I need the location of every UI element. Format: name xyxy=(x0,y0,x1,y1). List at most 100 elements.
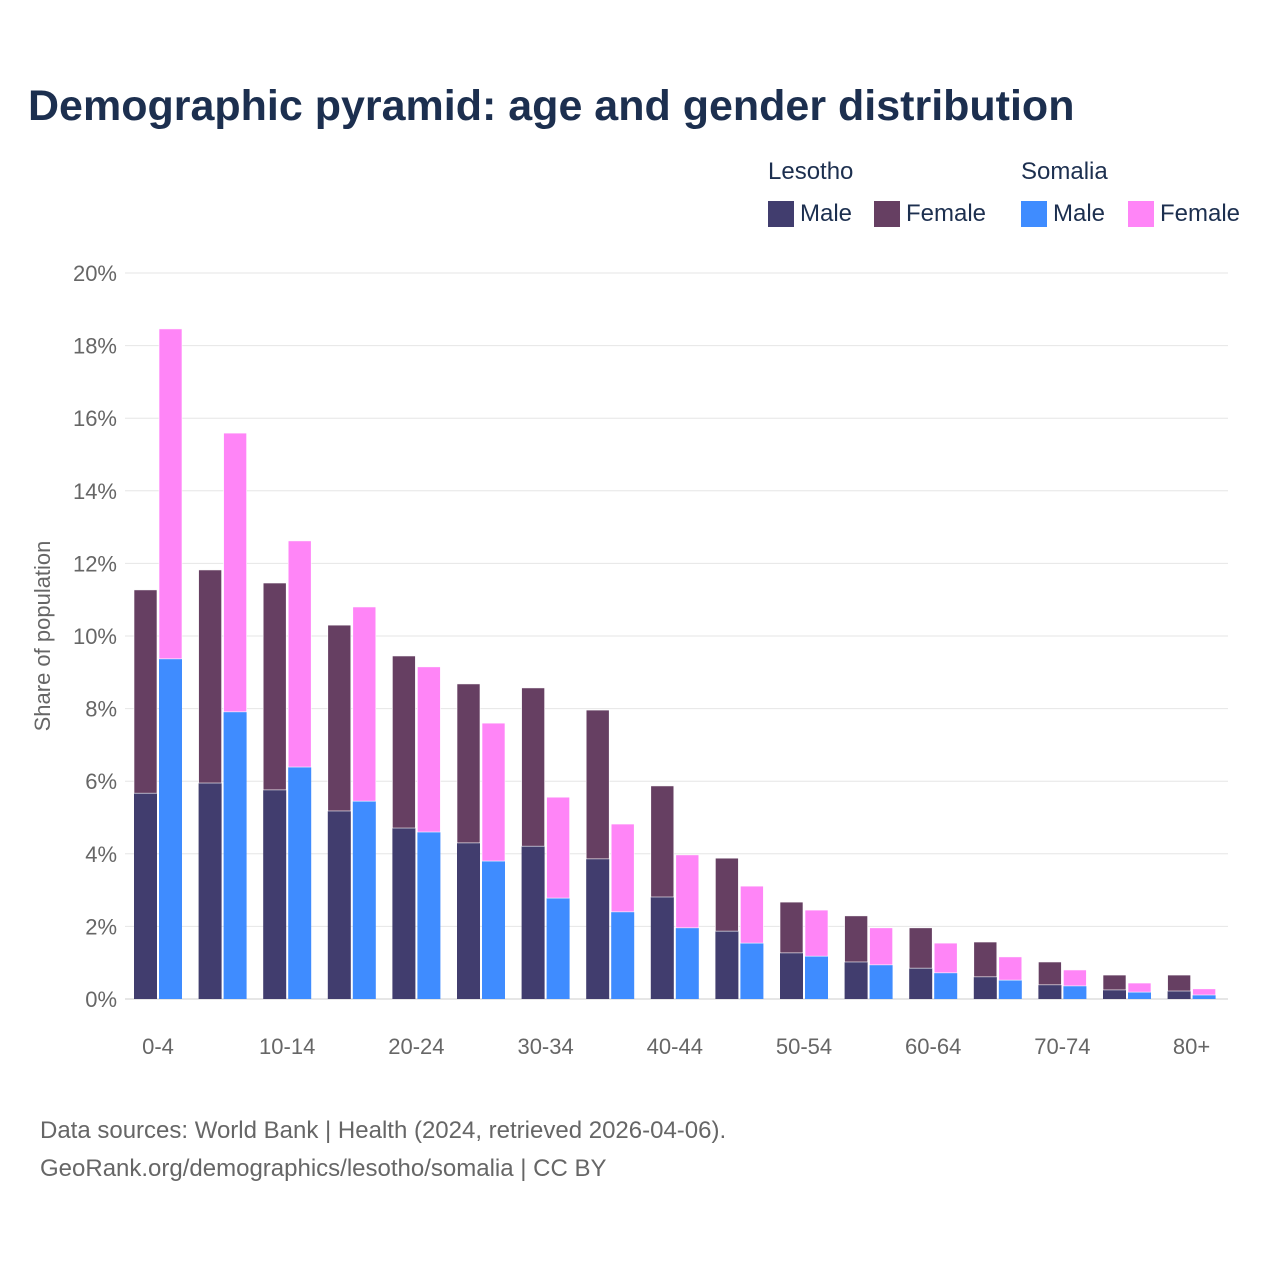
bar-lesotho-male-30-34[interactable] xyxy=(521,846,545,999)
bar-somalia-female-80+[interactable] xyxy=(1192,988,1216,996)
bar-lesotho-female-50-54[interactable] xyxy=(779,901,804,954)
y-axis-label: Share of population xyxy=(30,541,55,732)
bar-somalia-male-65-69[interactable] xyxy=(998,980,1022,999)
y-tick-label: 8% xyxy=(85,697,117,722)
x-tick-label: 0-4 xyxy=(142,1034,174,1059)
bar-somalia-female-25-29[interactable] xyxy=(481,722,506,862)
bar-somalia-male-5-9[interactable] xyxy=(223,711,247,999)
bar-somalia-male-30-34[interactable] xyxy=(546,898,570,999)
bar-somalia-female-0-4[interactable] xyxy=(158,328,183,660)
bar-lesotho-male-45-49[interactable] xyxy=(715,931,739,999)
legend-lesotho-female[interactable]: Female xyxy=(874,200,986,228)
y-tick-label: 2% xyxy=(85,914,117,939)
bar-lesotho-female-25-29[interactable] xyxy=(456,683,481,844)
bar-lesotho-male-15-19[interactable] xyxy=(327,810,351,999)
source-line-2[interactable]: GeoRank.org/demographics/lesotho/somalia… xyxy=(40,1155,607,1182)
bar-somalia-male-25-29[interactable] xyxy=(482,861,505,999)
bar-lesotho-male-60-64[interactable] xyxy=(909,968,933,999)
bar-lesotho-female-35-39[interactable] xyxy=(585,709,610,860)
legend-swatch xyxy=(1128,201,1154,227)
legend-somalia-male[interactable]: Male xyxy=(1021,200,1105,228)
legend-swatch xyxy=(1021,201,1047,227)
bar-lesotho-male-5-9[interactable] xyxy=(198,783,222,999)
bar-lesotho-female-75-79[interactable] xyxy=(1102,974,1127,991)
bar-somalia-male-80+[interactable] xyxy=(1192,995,1216,999)
bar-lesotho-male-20-24[interactable] xyxy=(392,828,416,999)
y-tick-label: 6% xyxy=(85,769,117,794)
bar-lesotho-male-70-74[interactable] xyxy=(1038,984,1062,999)
bar-somalia-female-45-49[interactable] xyxy=(740,885,764,944)
y-tick-label: 0% xyxy=(85,987,117,1012)
bar-somalia-female-15-19[interactable] xyxy=(352,606,377,802)
legend-swatch xyxy=(874,201,900,227)
bar-somalia-male-50-54[interactable] xyxy=(805,956,828,999)
legend-label: Male xyxy=(800,200,853,227)
bar-lesotho-male-80+[interactable] xyxy=(1167,991,1191,999)
bar-somalia-male-75-79[interactable] xyxy=(1128,992,1151,999)
bar-somalia-female-40-44[interactable] xyxy=(675,854,700,929)
bar-lesotho-male-55-59[interactable] xyxy=(844,961,868,999)
bar-somalia-female-50-54[interactable] xyxy=(804,909,829,957)
bar-lesotho-female-70-74[interactable] xyxy=(1038,961,1062,986)
legend-swatch xyxy=(768,201,794,227)
legend-group-lesotho: Lesotho xyxy=(768,158,854,185)
bar-somalia-male-15-19[interactable] xyxy=(352,801,376,999)
bar-somalia-female-20-24[interactable] xyxy=(417,666,441,833)
bar-lesotho-female-80+[interactable] xyxy=(1167,974,1191,992)
x-tick-label: 40-44 xyxy=(647,1034,703,1059)
bar-somalia-female-70-74[interactable] xyxy=(1063,969,1087,987)
x-tick-label: 70-74 xyxy=(1034,1034,1090,1059)
bar-somalia-female-65-69[interactable] xyxy=(998,956,1023,981)
bar-lesotho-female-40-44[interactable] xyxy=(650,785,675,898)
bar-somalia-male-35-39[interactable] xyxy=(611,911,635,999)
bar-lesotho-female-30-34[interactable] xyxy=(521,687,545,847)
bar-somalia-female-75-79[interactable] xyxy=(1127,982,1152,993)
legend-somalia-female[interactable]: Female xyxy=(1128,200,1240,228)
x-tick-label: 20-24 xyxy=(388,1034,444,1059)
x-tick-label: 10-14 xyxy=(259,1034,315,1059)
bar-somalia-female-60-64[interactable] xyxy=(933,942,958,974)
bar-lesotho-male-35-39[interactable] xyxy=(586,858,610,999)
bar-lesotho-male-10-14[interactable] xyxy=(263,789,287,999)
y-tick-label: 4% xyxy=(85,842,117,867)
bar-somalia-male-10-14[interactable] xyxy=(288,767,312,999)
bar-lesotho-female-55-59[interactable] xyxy=(844,915,868,963)
bar-lesotho-female-15-19[interactable] xyxy=(327,624,352,812)
bar-somalia-female-35-39[interactable] xyxy=(610,823,635,913)
bar-somalia-male-60-64[interactable] xyxy=(934,972,958,999)
legend-lesotho-male[interactable]: Male xyxy=(768,200,852,228)
bar-lesotho-male-75-79[interactable] xyxy=(1103,989,1126,999)
bar-lesotho-male-40-44[interactable] xyxy=(650,896,674,999)
bar-lesotho-female-65-69[interactable] xyxy=(973,941,998,978)
bar-lesotho-male-65-69[interactable] xyxy=(973,976,997,999)
plot-area: Share of population 0% 2% 4% 6% 8% 10% 12% 14% 1… xyxy=(30,261,1228,1059)
bar-somalia-female-55-59[interactable] xyxy=(869,927,893,966)
legend-label: Female xyxy=(906,200,987,227)
bar-somalia-male-45-49[interactable] xyxy=(740,943,764,999)
bar-somalia-male-55-59[interactable] xyxy=(869,964,893,999)
bar-lesotho-male-0-4[interactable] xyxy=(134,793,157,999)
x-tick-label: 80+ xyxy=(1173,1034,1210,1059)
legend-label: Male xyxy=(1053,200,1106,227)
bar-lesotho-female-20-24[interactable] xyxy=(392,655,416,829)
bar-somalia-male-0-4[interactable] xyxy=(159,658,182,999)
bar-lesotho-female-45-49[interactable] xyxy=(715,857,739,932)
bar-lesotho-female-10-14[interactable] xyxy=(262,582,287,791)
bar-somalia-male-40-44[interactable] xyxy=(675,927,699,999)
y-tick-label: 20% xyxy=(73,261,117,286)
bar-lesotho-male-25-29[interactable] xyxy=(457,842,480,999)
bar-somalia-female-30-34[interactable] xyxy=(546,796,570,899)
bar-somalia-female-10-14[interactable] xyxy=(287,540,312,768)
bar-somalia-male-20-24[interactable] xyxy=(417,832,441,999)
bar-lesotho-female-0-4[interactable] xyxy=(133,589,158,794)
bar-somalia-male-70-74[interactable] xyxy=(1063,985,1087,999)
bar-lesotho-male-50-54[interactable] xyxy=(780,952,803,999)
x-tick-label: 60-64 xyxy=(905,1034,961,1059)
bar-lesotho-female-5-9[interactable] xyxy=(198,569,222,784)
x-tick-label: 50-54 xyxy=(776,1034,832,1059)
bar-somalia-female-5-9[interactable] xyxy=(223,432,247,713)
y-tick-label: 10% xyxy=(73,624,117,649)
y-tick-label: 12% xyxy=(73,551,117,576)
bar-lesotho-female-60-64[interactable] xyxy=(908,927,933,969)
